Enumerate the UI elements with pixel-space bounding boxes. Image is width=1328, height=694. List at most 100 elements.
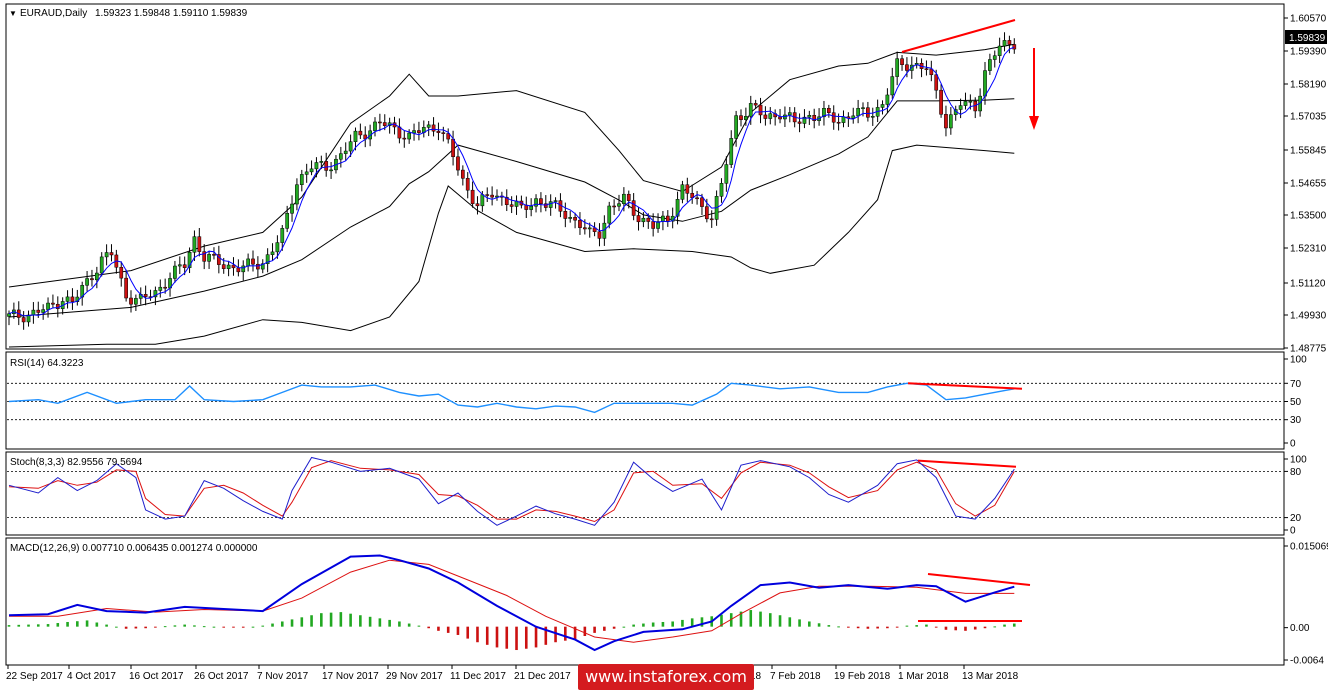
bull-candle (622, 193, 626, 204)
macd-panel[interactable] (5, 537, 1285, 666)
bear-candle (543, 203, 548, 208)
bull-candle (290, 203, 294, 214)
bull-candle (270, 251, 275, 255)
bear-candle (182, 264, 187, 268)
macd-histogram-bar (95, 622, 99, 627)
bear-candle (900, 58, 904, 65)
macd-histogram-bar (798, 619, 801, 627)
bull-candle (285, 212, 290, 229)
price-axis-label: 1.53500 (1290, 211, 1327, 222)
bull-candle (265, 254, 270, 264)
symbol-title: EURAUD,Daily (20, 8, 87, 19)
stoch-axis-label: 100 (1290, 455, 1307, 466)
macd-histogram-bar (964, 626, 967, 631)
stoch-panel[interactable] (5, 451, 1285, 536)
bear-candle (665, 215, 670, 222)
bear-candle (460, 169, 465, 179)
bull-candle (260, 263, 265, 270)
macd-histogram-bar (271, 623, 274, 627)
bear-candle (929, 68, 934, 76)
bull-candle (319, 161, 324, 163)
x-axis-label: 13 Mar 2018 (962, 671, 1019, 682)
bull-candle (348, 141, 353, 152)
macd-histogram-bar (720, 614, 723, 627)
bear-candle (739, 115, 743, 120)
bull-candle (153, 290, 158, 298)
bear-candle (417, 130, 421, 133)
macd-axis-label: 0.015069 (1290, 542, 1328, 553)
bear-candle (490, 194, 494, 198)
macd-histogram-bar (115, 626, 118, 628)
bull-candle (553, 200, 558, 202)
bull-candle (719, 183, 724, 197)
bear-candle (441, 132, 446, 134)
price-panel[interactable] (5, 3, 1285, 350)
rsi-axis-label: 30 (1290, 415, 1302, 426)
bull-candle (748, 103, 753, 117)
macd-histogram-bar (690, 618, 694, 627)
macd-histogram-bar (925, 624, 928, 627)
bear-candle (358, 130, 363, 136)
macd-histogram-bar (856, 626, 860, 629)
x-axis-label: 19 Feb 2018 (834, 671, 891, 682)
bear-candle (236, 267, 241, 273)
bear-candle (465, 178, 470, 191)
macd-histogram-bar (251, 626, 255, 628)
macd-histogram-bar (524, 626, 528, 649)
bull-candle (192, 236, 197, 253)
bear-candle (812, 115, 817, 121)
macd-histogram-bar (700, 617, 704, 627)
price-axis-label: 1.49930 (1290, 311, 1327, 322)
bull-candle (958, 105, 963, 110)
bear-candle (212, 254, 216, 256)
bull-candle (7, 313, 11, 317)
macd-histogram-bar (56, 623, 60, 627)
macd-histogram-bar (154, 626, 157, 628)
rsi-panel[interactable] (5, 351, 1285, 450)
macd-histogram-bar (915, 625, 918, 627)
macd-histogram-bar (300, 617, 304, 627)
bear-candle (197, 236, 202, 252)
macd-histogram-bar (837, 626, 840, 628)
macd-histogram-bar (622, 626, 626, 628)
current-price-badge (1285, 30, 1327, 44)
bull-candle (744, 116, 748, 120)
x-axis-label: 29 Nov 2017 (386, 671, 443, 682)
macd-histogram-bar (144, 626, 147, 629)
bear-candle (109, 252, 114, 256)
bear-candle (631, 200, 636, 216)
bull-candle (997, 45, 1002, 56)
macd-histogram-bar (651, 622, 655, 627)
bull-candle (343, 150, 348, 154)
bull-candle (177, 264, 182, 267)
macd-histogram-bar (76, 621, 79, 627)
bear-candle (695, 197, 699, 200)
macd-histogram-bar (944, 626, 948, 630)
macd-histogram-bar (280, 621, 284, 627)
x-axis-label: 7 Nov 2017 (257, 671, 309, 682)
bull-candle (890, 76, 895, 96)
bull-candle (65, 296, 70, 302)
bull-candle (187, 251, 192, 268)
macd-title: MACD(12,26,9) 0.007710 0.006435 0.001274… (10, 543, 258, 554)
rsi-axis-label: 100 (1290, 355, 1307, 366)
macd-histogram-bar (759, 611, 762, 627)
bull-candle (173, 265, 177, 279)
bull-candle (41, 309, 46, 313)
bull-candle (617, 203, 621, 207)
bull-candle (104, 252, 109, 258)
bull-candle (968, 100, 973, 103)
macd-histogram-bar (329, 612, 333, 627)
rsi-axis-label: 70 (1290, 379, 1302, 390)
collapse-triangle-icon[interactable]: ▼ (9, 9, 17, 18)
bear-candle (651, 221, 656, 229)
stoch-axis-label: 20 (1290, 513, 1302, 524)
macd-histogram-bar (349, 613, 352, 627)
resistance-trend-line (901, 19, 1016, 53)
bear-candle (119, 267, 124, 279)
bear-candle (431, 124, 436, 132)
macd-divergence-line (927, 573, 1031, 586)
bull-candle (880, 104, 885, 108)
bear-candle (934, 74, 939, 91)
bull-candle (134, 298, 138, 305)
